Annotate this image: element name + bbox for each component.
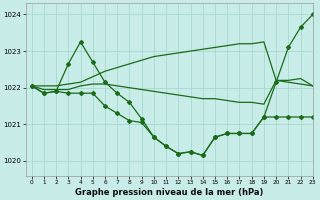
X-axis label: Graphe pression niveau de la mer (hPa): Graphe pression niveau de la mer (hPa)	[75, 188, 263, 197]
